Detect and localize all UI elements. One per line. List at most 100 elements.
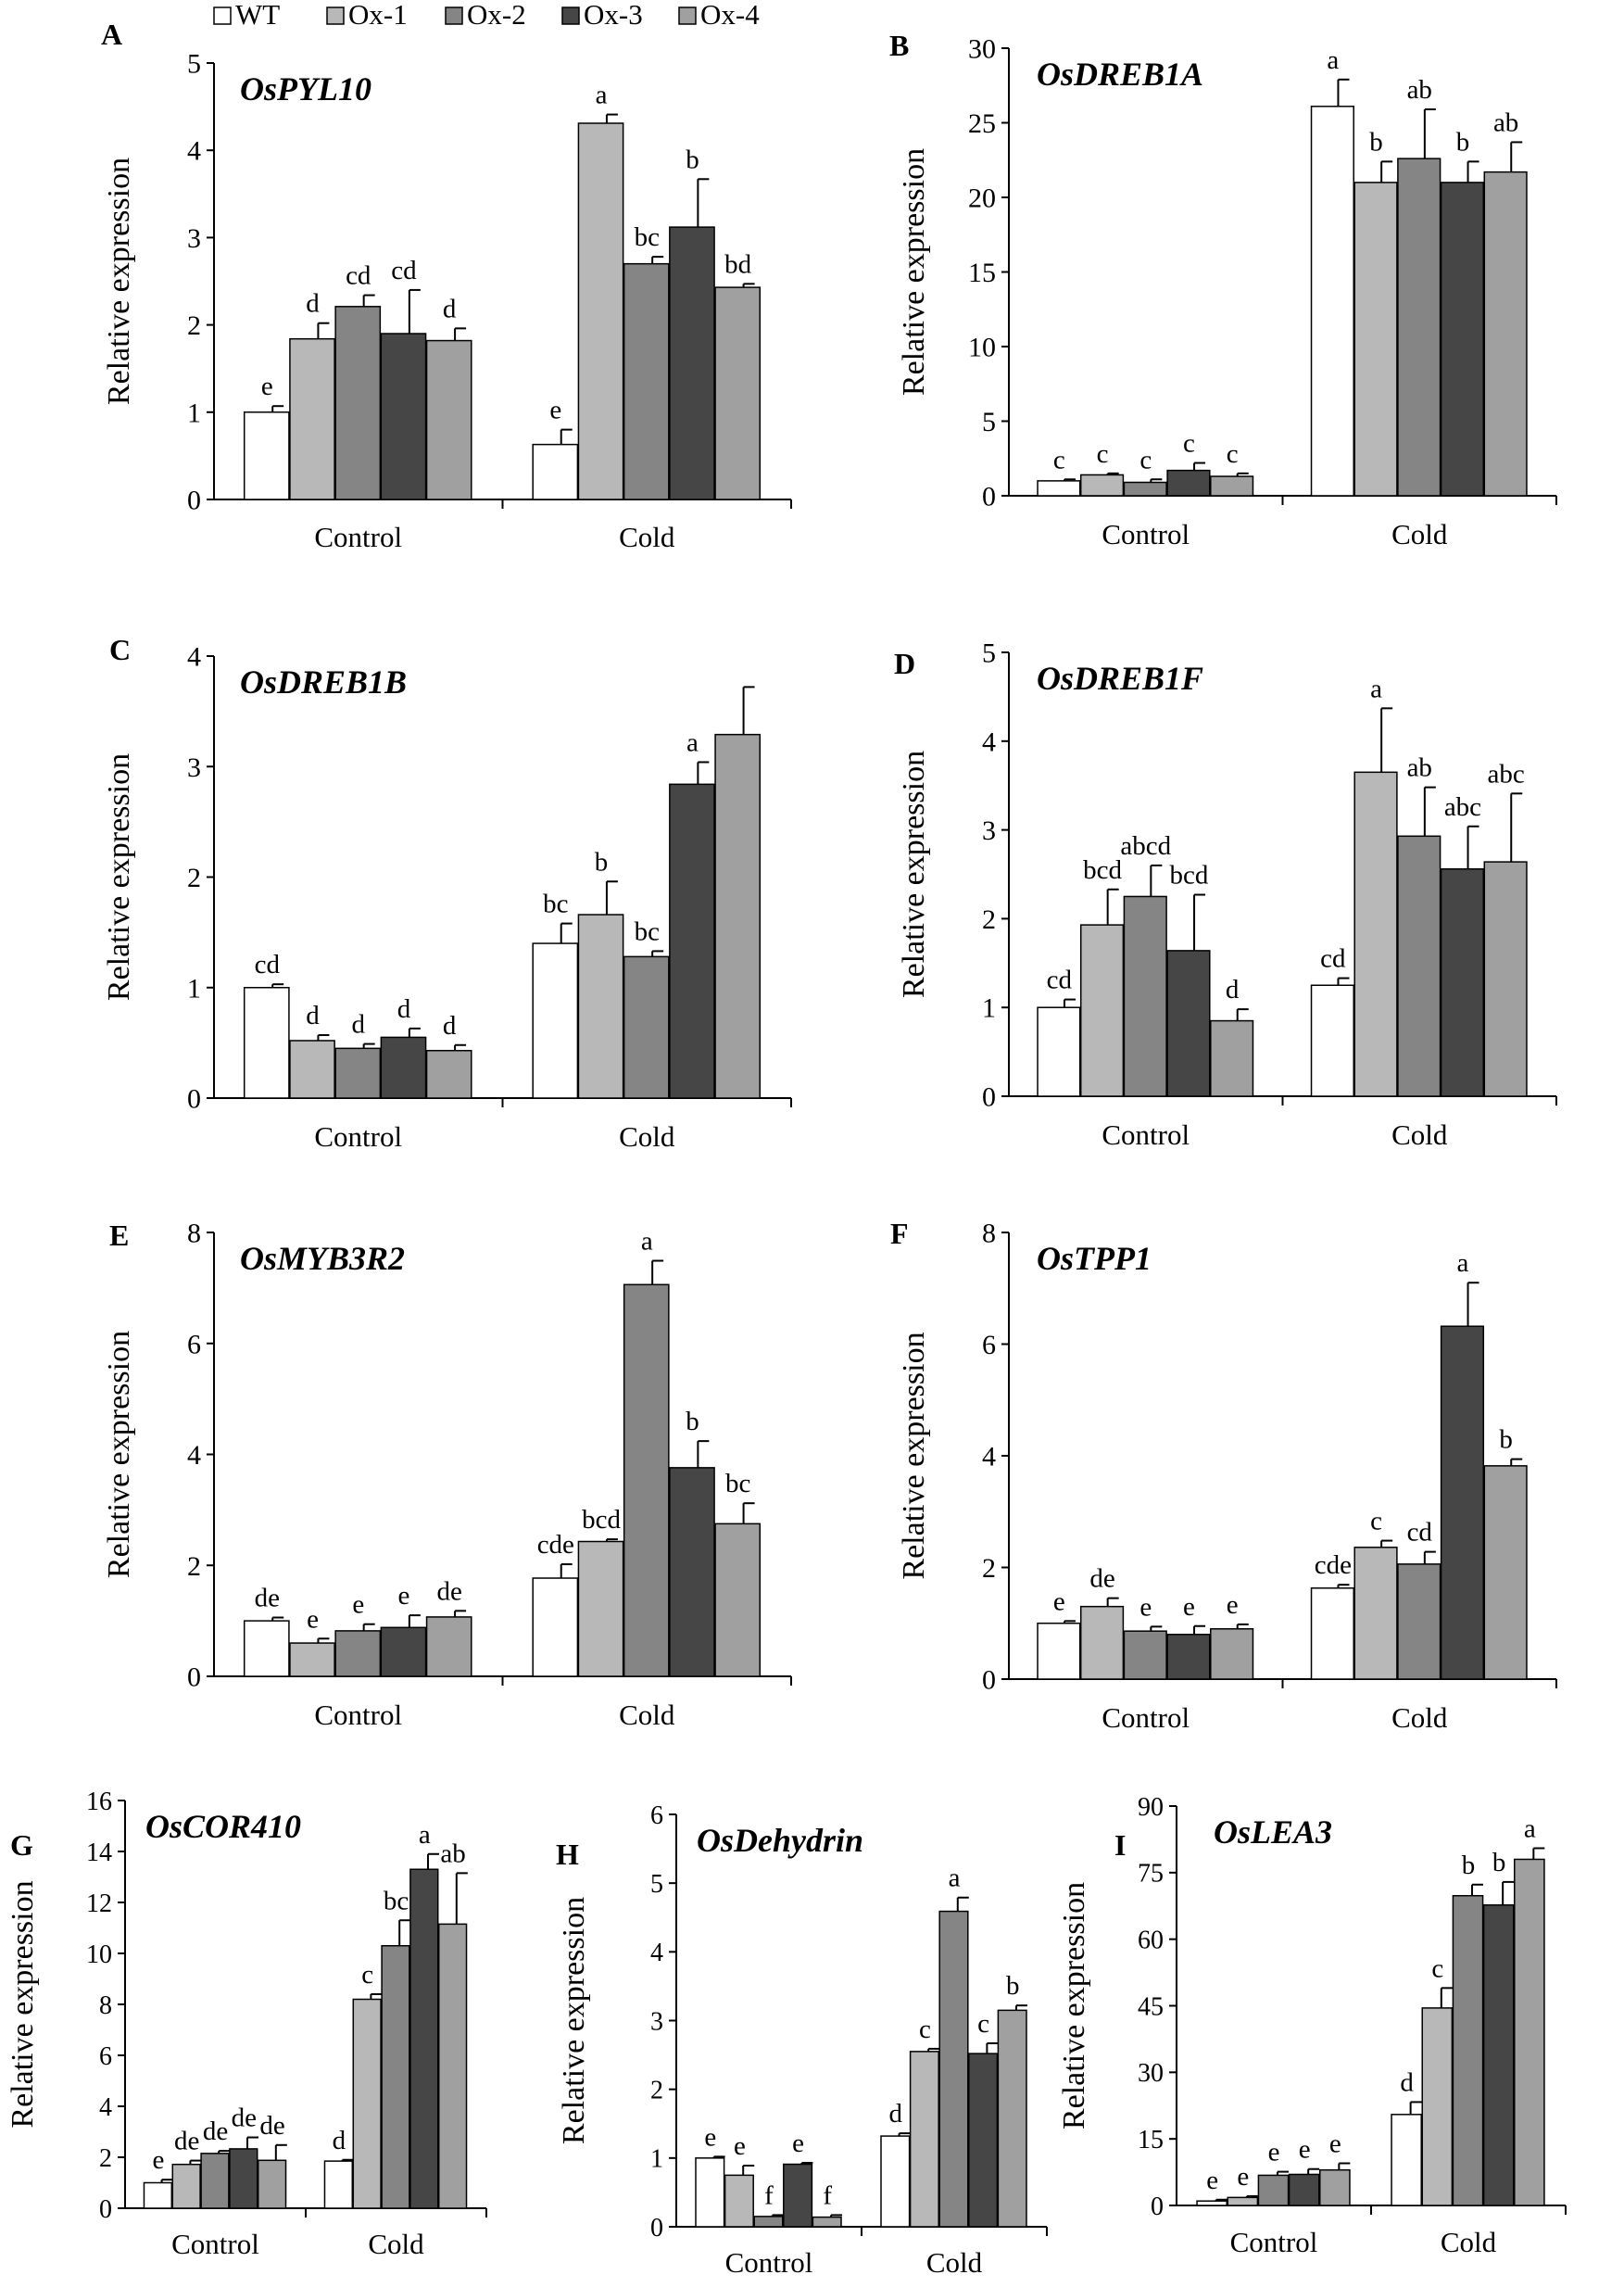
significance-letter-d: cd	[1320, 944, 1346, 974]
y-tick-label-f: 4	[982, 1442, 996, 1472]
significance-letter-a: bc	[635, 222, 660, 252]
significance-letter-e: de	[436, 1576, 461, 1606]
bar-g-cold-wt	[323, 2160, 354, 2209]
legend-label-ox-2: Ox-2	[467, 0, 526, 31]
bar-h-control-ox-4	[812, 2216, 842, 2228]
bar-e-control-wt	[243, 1620, 290, 1677]
legend-swatch-ox-2	[445, 6, 463, 25]
bar-i-cold-ox-2	[1452, 1894, 1484, 2206]
bar-g-cold-ox-3	[409, 1868, 439, 2209]
y-tick-label-d: 0	[982, 1082, 996, 1113]
y-tick-label-e: 6	[187, 1329, 201, 1359]
panel-e: E OsMYB3R2 0 2 4 6 8 Relative expression Control…	[102, 1219, 792, 1731]
bar-a-cold-ox-3	[669, 226, 715, 500]
panel-f: F OsTPP1 0 2 4 6 8 Relative expression Control Co…	[890, 1217, 1557, 1734]
bar-c-control-ox-3	[380, 1036, 427, 1099]
significance-letter-f: cd	[1407, 1518, 1433, 1548]
significance-letter-e: a	[641, 1227, 653, 1257]
significance-letter-h: a	[949, 1864, 961, 1893]
y-tick-label-g: 2	[99, 2144, 112, 2173]
bar-h-control-ox-3	[783, 2163, 813, 2228]
bar-a-control-ox-3	[380, 333, 427, 500]
bar-i-cold-wt	[1391, 2114, 1422, 2206]
y-tick-label-h: 5	[650, 1870, 663, 1899]
significance-letter-h: f	[823, 2180, 832, 2210]
x-category-label-b: Control	[1102, 518, 1190, 550]
significance-letter-f: e	[1053, 1586, 1065, 1616]
significance-letter-d: cd	[1047, 966, 1073, 995]
bar-a-control-ox-2	[334, 306, 382, 500]
x-category-label-f: Control	[1102, 1701, 1190, 1734]
bar-g-cold-ox-4	[437, 1923, 468, 2209]
significance-letter-g: de	[259, 2111, 284, 2141]
significance-letter-h: e	[792, 2129, 804, 2158]
significance-letter-g: c	[361, 1960, 373, 1990]
significance-letter-g: ab	[440, 1838, 465, 1868]
significance-letter-e: bcd	[582, 1505, 621, 1535]
x-category-label-b: Cold	[1391, 518, 1448, 550]
panel-letter-h: H	[556, 1838, 579, 1871]
bar-h-cold-wt	[880, 2135, 911, 2228]
y-tick-label-i: 60	[1138, 1926, 1164, 1954]
bar-a-control-ox-4	[425, 339, 472, 500]
bar-b-cold-ox-4	[1483, 171, 1528, 497]
significance-letter-b: c	[1183, 429, 1195, 459]
legend-swatch-ox-1	[326, 6, 345, 25]
significance-letter-b: b	[1369, 127, 1383, 157]
bar-c-control-ox-4	[425, 1049, 472, 1099]
y-tick-label-e: 2	[187, 1551, 201, 1582]
y-axis-label-d: Relative expression	[897, 751, 931, 998]
y-tick-label-h: 0	[650, 2214, 663, 2243]
legend-label-ox-1: Ox-1	[348, 0, 408, 31]
significance-letter-e: e	[307, 1604, 319, 1634]
significance-letter-b: c	[1227, 439, 1239, 469]
y-tick-label-a: 4	[187, 136, 201, 167]
significance-letter-d: abc	[1444, 792, 1481, 822]
significance-letter-i: c	[1431, 1953, 1443, 1983]
bar-i-control-ox-1	[1227, 2196, 1259, 2206]
bar-g-control-ox-4	[257, 2159, 287, 2209]
bar-h-cold-ox-1	[909, 2051, 939, 2228]
y-tick-label-b: 20	[968, 183, 996, 214]
x-category-label-c: Cold	[619, 1120, 675, 1153]
bar-g-cold-ox-1	[352, 1998, 382, 2209]
significance-letter-i: b	[1492, 1848, 1506, 1877]
bar-c-cold-wt	[532, 942, 579, 1099]
x-category-label-h: Cold	[926, 2246, 983, 2279]
y-tick-label-g: 6	[99, 2042, 112, 2071]
significance-letter-g: e	[152, 2145, 164, 2175]
panel-letter-b: B	[889, 29, 909, 62]
bar-f-cold-wt	[1310, 1587, 1354, 1680]
y-tick-label-d: 1	[982, 993, 996, 1024]
y-tick-label-b: 10	[968, 333, 996, 363]
significance-letter-i: d	[1400, 2067, 1414, 2097]
y-tick-label-g: 16	[86, 1788, 112, 1816]
bar-e-cold-ox-2	[623, 1283, 670, 1677]
y-tick-label-a: 2	[187, 310, 201, 341]
bar-e-control-ox-1	[289, 1642, 335, 1677]
chart-title-f: OsTPP1	[1037, 1240, 1152, 1277]
chart-title-h: OsDehydrin	[697, 1822, 863, 1859]
bar-h-cold-ox-4	[997, 2009, 1027, 2228]
y-tick-label-h: 6	[650, 1801, 663, 1830]
y-axis-label-a: Relative expression	[102, 158, 136, 405]
legend: WT Ox-1 Ox-2 Ox-3 Ox-4	[213, 0, 760, 31]
significance-letter-f: e	[1183, 1592, 1195, 1622]
significance-letter-g: de	[203, 2116, 228, 2146]
bar-g-control-ox-1	[171, 2163, 201, 2209]
significance-letter-b: c	[1139, 445, 1152, 474]
y-tick-label-b: 15	[968, 258, 996, 288]
bar-d-control-ox-3	[1166, 950, 1211, 1097]
significance-letter-g: bc	[384, 1886, 409, 1915]
x-category-label-i: Cold	[1441, 2226, 1497, 2258]
significance-letter-b: ab	[1493, 107, 1518, 137]
bar-b-cold-ox-2	[1397, 158, 1441, 497]
y-tick-label-i: 45	[1138, 1992, 1164, 2021]
y-tick-label-h: 1	[650, 2145, 663, 2174]
bar-i-control-ox-3	[1288, 2173, 1320, 2206]
significance-letter-h: d	[889, 2099, 903, 2129]
significance-letter-e: e	[352, 1590, 364, 1620]
significance-letter-c: d	[443, 1011, 457, 1041]
panel-c: C OsDREB1B 0 1 2 3 4 Relative expression Control…	[102, 633, 792, 1153]
